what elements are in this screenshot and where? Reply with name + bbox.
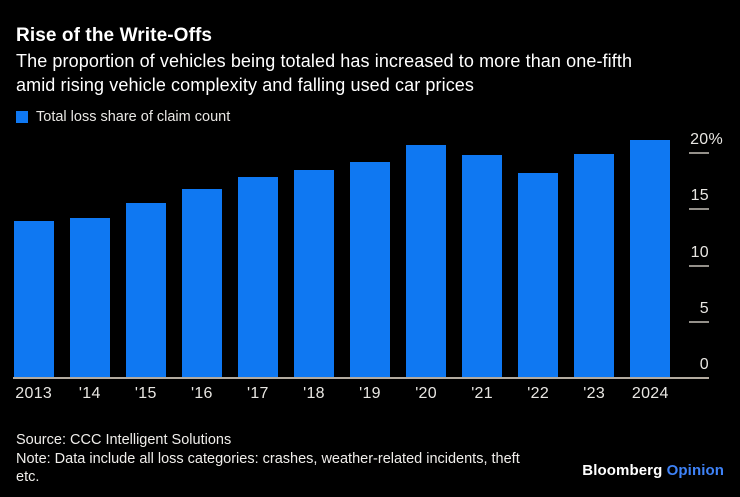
y-tick-mark [689,264,709,267]
x-tick-label: '23 [583,385,606,402]
brand-opinion: Opinion [666,462,724,479]
x-axis-line [13,377,709,379]
bar-17 [238,176,278,378]
chart-subtitle-line1: The proportion of vehicles being totaled… [16,51,633,71]
data-note-line2: etc. [16,469,40,486]
bar-chart: 0 5 10 15 20% 2013 '14 '15 '16 '17 '18 '19 '20 '21 '2… [0,129,740,407]
legend-label: Total loss share of claim count [36,109,231,125]
x-tick-label: '14 [78,385,101,402]
x-tick-label: '15 [134,385,157,402]
x-tick-label: '20 [415,385,437,402]
y-tick-label: 10 [690,243,709,261]
brand-bloomberg: Bloomberg [582,462,663,479]
bar-15 [126,202,166,378]
x-tick-label: '18 [303,385,325,402]
x-tick-label: '16 [191,385,213,402]
x-tick-label: '19 [359,385,381,402]
bar-2024 [630,139,670,378]
bar-series [14,129,670,378]
x-tick-label: 2024 [631,385,669,402]
x-tick-label: 2013 [15,385,53,402]
legend: Total loss share of claim count [16,109,230,125]
x-tick-label: '17 [247,385,269,402]
bar-20 [406,145,446,378]
data-note-line1: Note: Data include all loss categories: … [16,450,520,467]
bar-22 [518,173,558,378]
bloomberg-opinion-logo: Bloomberg Opinion [582,462,724,479]
bar-14 [70,218,110,378]
source-note: Source: CCC Intelligent Solutions [16,432,232,448]
y-tick-label: 0 [699,356,709,373]
bar-19 [350,162,390,378]
bar-16 [182,189,222,378]
y-tick-mark [689,152,709,154]
y-tick-label: 15 [690,187,709,205]
bar-21 [462,155,502,378]
chart-subtitle-line2: amid rising vehicle complexity and falli… [16,74,475,95]
chart-title: Rise of the Write-Offs [16,25,213,46]
bar-2013 [14,220,54,378]
bar-18 [294,169,334,378]
bar-23 [574,154,614,378]
x-tick-label: '21 [471,385,493,402]
legend-swatch [16,111,28,123]
y-tick-label: 5 [699,299,709,317]
y-tick-label: 20% [690,131,723,148]
chart-subtitle: The proportion of vehicles being totaled… [16,50,731,97]
x-tick-label: '22 [527,385,550,402]
data-note: Note: Data include all loss categories: … [16,450,591,487]
y-tick-mark [689,320,709,323]
y-tick-mark [689,208,709,211]
